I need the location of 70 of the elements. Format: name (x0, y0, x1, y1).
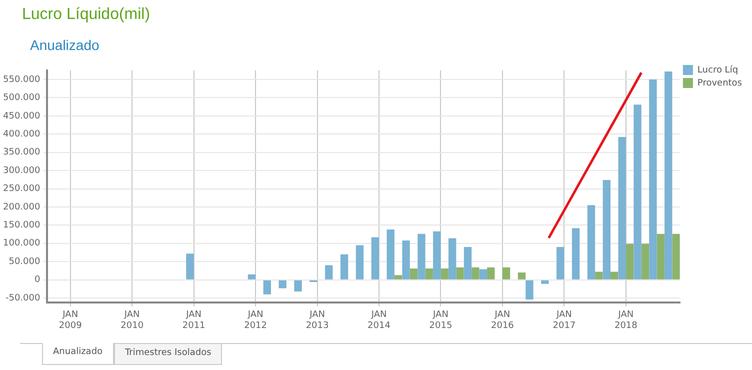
bar (610, 272, 618, 280)
bar (248, 274, 256, 280)
bar (356, 245, 364, 280)
bar (386, 230, 394, 280)
bar (556, 247, 564, 280)
bar (410, 268, 418, 280)
bar (448, 238, 456, 280)
text: Anualizado (42, 343, 114, 365)
y-tick-label: -50.000 (5, 293, 40, 304)
bar (518, 272, 526, 280)
bar (626, 244, 634, 280)
bar (572, 228, 580, 280)
bar (186, 254, 194, 280)
bar (595, 272, 603, 280)
bar (487, 267, 495, 280)
bar (672, 234, 680, 280)
x-tick-label: JAN 2015 (429, 310, 452, 331)
bar (433, 231, 441, 280)
y-tick-label: 450.000 (3, 111, 40, 122)
bar (634, 104, 642, 280)
bar (371, 237, 380, 280)
bar (641, 244, 650, 280)
y-tick-label: 50.000 (8, 256, 40, 267)
bar (602, 180, 610, 280)
bar (263, 280, 271, 294)
x-tick-label: JAN 2016 (491, 310, 514, 331)
y-tick-label: 500.000 (3, 93, 40, 104)
x-tick-label: JAN 2013 (306, 310, 329, 331)
legend-label: Proventos (697, 78, 742, 88)
chart-title: Lucro Líquido(mil) (22, 6, 150, 24)
x-tick-label: JAN 2014 (368, 310, 391, 331)
y-tick-label: 400.000 (3, 129, 40, 140)
legend-label: Lucro Líq (697, 64, 738, 76)
y-tick-label: 250.000 (3, 184, 40, 194)
y-tick-label: 350.000 (3, 148, 40, 158)
bar (402, 240, 410, 280)
y-tick-label: 200.000 (3, 202, 40, 212)
bar (425, 268, 433, 280)
x-tick-label: JAN 2009 (58, 310, 82, 331)
x-tick-label: JAN 2012 (244, 310, 268, 331)
bar (502, 267, 510, 280)
x-tick-label: JAN 2010 (120, 310, 144, 331)
x-tick-label: JAN 2018 (614, 310, 638, 331)
bar (472, 267, 480, 280)
bar (440, 268, 448, 280)
bar (464, 247, 472, 280)
bar (541, 280, 549, 284)
bar (587, 205, 596, 280)
bar (526, 280, 534, 300)
bar (418, 234, 426, 280)
bar (294, 280, 302, 292)
bar (325, 265, 333, 280)
y-tick-label: 100.000 (3, 238, 40, 249)
bar (394, 275, 402, 280)
y-tick-label: 0 (34, 275, 40, 286)
x-tick-label: JAN 2017 (552, 310, 576, 331)
bar (340, 254, 348, 280)
bar (278, 280, 286, 288)
bar (656, 234, 664, 280)
y-tick-label: 550.000 (3, 74, 40, 85)
text: Trimestres Isolados (114, 344, 222, 365)
y-tick-label: 300.000 (3, 166, 40, 176)
chart-subtitle: Anualizado (30, 37, 100, 53)
x-tick-label: JAN 2011 (182, 310, 206, 331)
bar (479, 269, 488, 280)
bar (456, 267, 464, 280)
y-tick-label: 150.000 (3, 220, 40, 231)
bar (618, 137, 626, 280)
bar (664, 71, 672, 280)
bar (649, 80, 657, 280)
